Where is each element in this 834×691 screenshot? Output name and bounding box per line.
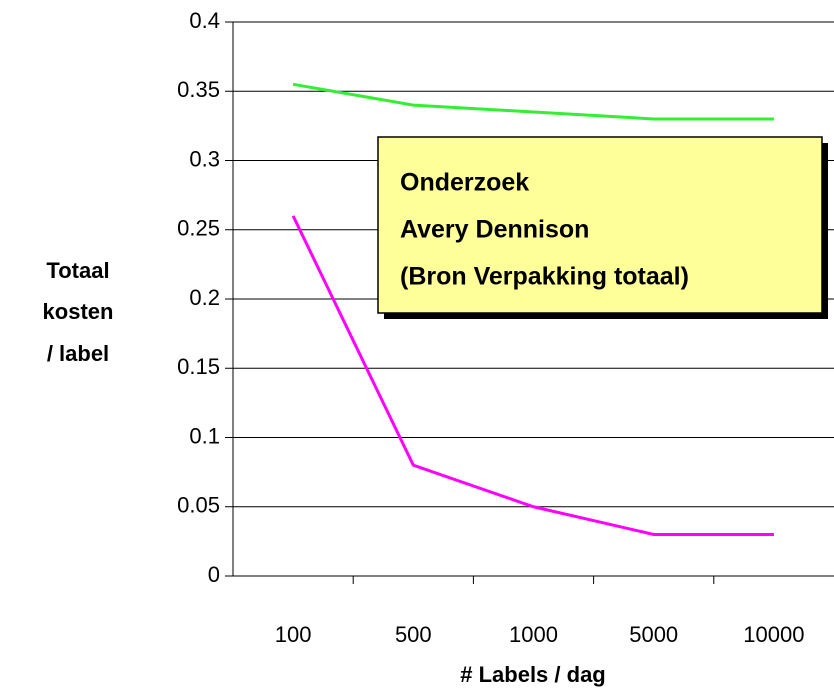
x-tick-label: 500	[395, 622, 432, 647]
x-tick-label: 10000	[743, 622, 804, 647]
y-axis-title: kosten	[43, 299, 114, 324]
y-tick-label: 0.05	[177, 493, 220, 518]
annotation-box	[377, 136, 823, 314]
x-tick-label: 5000	[629, 622, 678, 647]
x-tick-label: 1000	[509, 622, 558, 647]
y-tick-label: 0.35	[177, 77, 220, 102]
annotation-text: Onderzoek	[400, 169, 529, 197]
line-series	[291, 215, 774, 536]
annotation-text: Avery Dennison	[400, 216, 589, 244]
y-tick-label: 0.3	[189, 146, 220, 171]
y-tick-label: 0.1	[189, 423, 220, 448]
y-tick-label: 0.4	[189, 8, 220, 33]
y-tick-label: 0.2	[189, 285, 220, 310]
y-tick-label: 0.15	[177, 354, 220, 379]
annotation-text: (Bron Verpakking totaal)	[400, 263, 689, 291]
x-axis-title: # Labels / dag	[460, 662, 606, 687]
y-axis-title: / label	[47, 341, 109, 366]
y-axis-title: Totaal	[46, 258, 109, 283]
line-series	[292, 82, 774, 121]
y-tick-label: 0.25	[177, 216, 220, 241]
y-tick-label: 0	[208, 562, 220, 587]
x-tick-label: 100	[275, 622, 312, 647]
